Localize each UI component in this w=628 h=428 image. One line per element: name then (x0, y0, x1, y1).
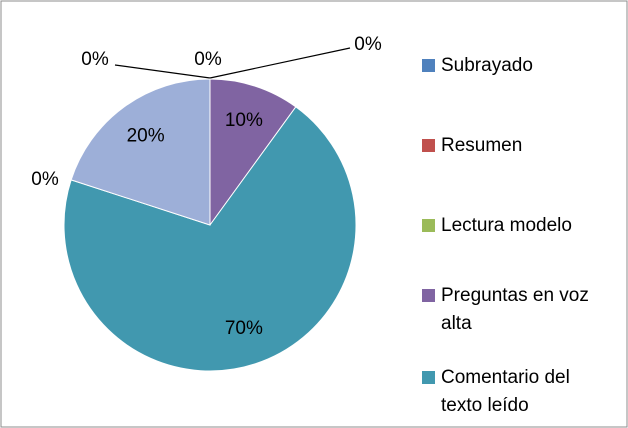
legend-label: Comentario del texto leído (441, 367, 570, 416)
legend-entry: Comentario del texto leído (422, 364, 622, 420)
legend-entry: Subrayado (422, 52, 622, 80)
data-label: 0% (31, 169, 59, 190)
data-label: 0% (354, 34, 382, 55)
leader-line (114, 64, 211, 79)
legend-label: Preguntas en voz alta (441, 285, 589, 334)
legend-swatch (422, 219, 435, 232)
legend-entry: Preguntas en voz alta (422, 282, 622, 338)
legend-label: Lectura modelo (441, 215, 572, 236)
data-label: 0% (194, 49, 222, 70)
leader-line (209, 47, 351, 79)
legend-entry: Lectura modelo (422, 212, 622, 240)
legend-swatch (422, 371, 435, 384)
legend-label: Resumen (441, 135, 523, 156)
pie-slice (63, 106, 357, 372)
legend-entry: Resumen (422, 132, 622, 160)
pie-slice (209, 78, 297, 227)
legend-swatch (422, 139, 435, 152)
data-label: 20% (127, 125, 165, 146)
pie-slice (70, 78, 211, 226)
legend-swatch (422, 289, 435, 302)
data-label: 70% (225, 318, 263, 339)
data-label: 10% (225, 110, 263, 131)
data-label: 0% (81, 49, 109, 70)
legend-label: Subrayado (441, 55, 533, 76)
legend-swatch (422, 59, 435, 72)
